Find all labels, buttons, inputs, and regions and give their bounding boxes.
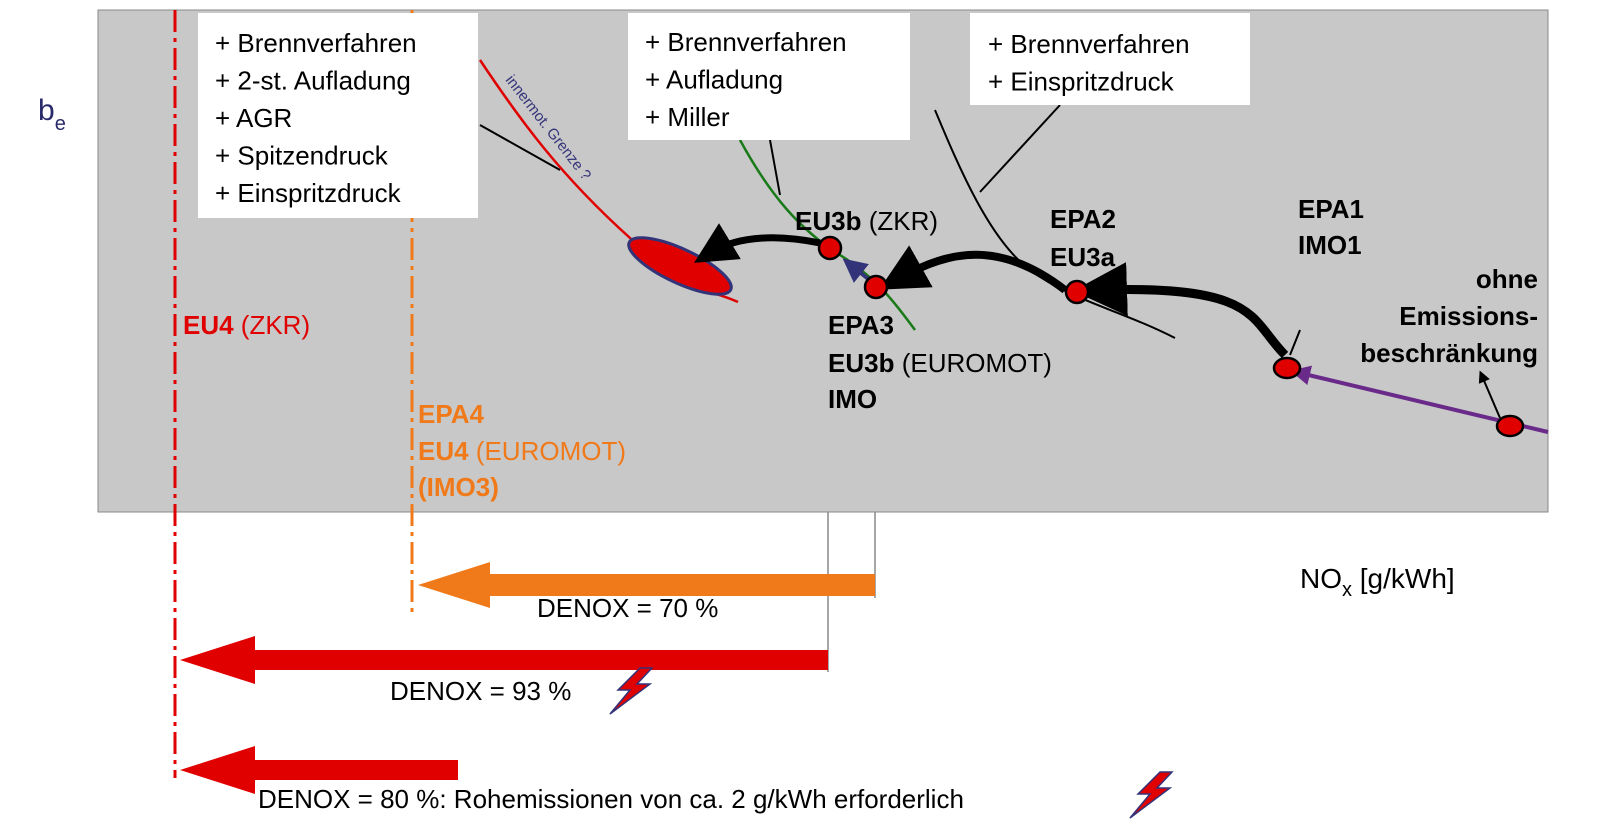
point-label: EPA1 bbox=[1298, 194, 1364, 224]
point bbox=[817, 235, 843, 261]
arrow bbox=[694, 223, 821, 263]
point-label: EU3b (ZKR) bbox=[795, 206, 938, 236]
point-label: Emissions- bbox=[1399, 301, 1538, 331]
denox-label: DENOX = 93 % bbox=[390, 676, 571, 706]
box bbox=[628, 13, 910, 140]
box-line: + AGR bbox=[215, 103, 292, 133]
denox-label: DENOX = 80 %: Rohemissionen von ca. 2 g/… bbox=[258, 784, 964, 814]
box-line: + Einspritzdruck bbox=[215, 178, 402, 208]
denox-arrow bbox=[180, 746, 458, 794]
limit-label: (IMO3) bbox=[418, 472, 499, 502]
arrow bbox=[1478, 370, 1501, 419]
box bbox=[198, 13, 478, 218]
point-label: EU3a bbox=[1050, 242, 1116, 272]
target-ellipse bbox=[627, 236, 733, 296]
point bbox=[1495, 414, 1525, 438]
box-line: + Einspritzdruck bbox=[988, 67, 1175, 97]
point-label: EPA3 bbox=[828, 310, 894, 340]
lightning bbox=[1129, 771, 1174, 819]
point bbox=[1064, 279, 1090, 305]
point-label: EU3b (EUROMOT) bbox=[828, 348, 1052, 378]
denox-label: DENOX = 70 % bbox=[537, 593, 718, 623]
y-axis-label: be bbox=[38, 94, 66, 135]
box-line: + Aufladung bbox=[645, 65, 783, 95]
point-label: IMO1 bbox=[1298, 230, 1362, 260]
denox-arrow bbox=[418, 562, 875, 608]
lightning bbox=[609, 667, 654, 715]
point-label: EPA2 bbox=[1050, 204, 1116, 234]
arrow bbox=[1289, 329, 1301, 356]
point-label: ohne bbox=[1476, 264, 1538, 294]
box-line: + 2-st. Aufladung bbox=[215, 66, 411, 96]
limit-label: EU4 (ZKR) bbox=[183, 310, 310, 340]
arrow bbox=[879, 245, 1068, 294]
limit-label: EPA4 bbox=[418, 399, 485, 429]
box-line: + Brennverfahren bbox=[645, 27, 847, 57]
line bbox=[479, 124, 561, 171]
point-label: beschränkung bbox=[1360, 338, 1538, 368]
point bbox=[1272, 356, 1302, 380]
box-line: + Miller bbox=[645, 102, 730, 132]
denox-arrow bbox=[180, 636, 828, 684]
box-texts: + Brennverfahren + 2-st. Aufladung + AGR + … bbox=[215, 27, 1190, 208]
point bbox=[863, 274, 889, 300]
point-label: IMO bbox=[828, 384, 877, 414]
arrow bbox=[1073, 262, 1289, 359]
box-line: + Brennverfahren bbox=[215, 28, 417, 58]
x-axis-label: NOx [g/kWh] bbox=[1300, 563, 1455, 601]
box bbox=[970, 13, 1250, 105]
points bbox=[817, 235, 1525, 438]
limit-label: EU4 (EUROMOT) bbox=[418, 436, 626, 466]
line bbox=[769, 139, 781, 196]
box-line: + Brennverfahren bbox=[988, 29, 1190, 59]
box-line: + Spitzendruck bbox=[215, 141, 389, 171]
line bbox=[979, 104, 1061, 193]
